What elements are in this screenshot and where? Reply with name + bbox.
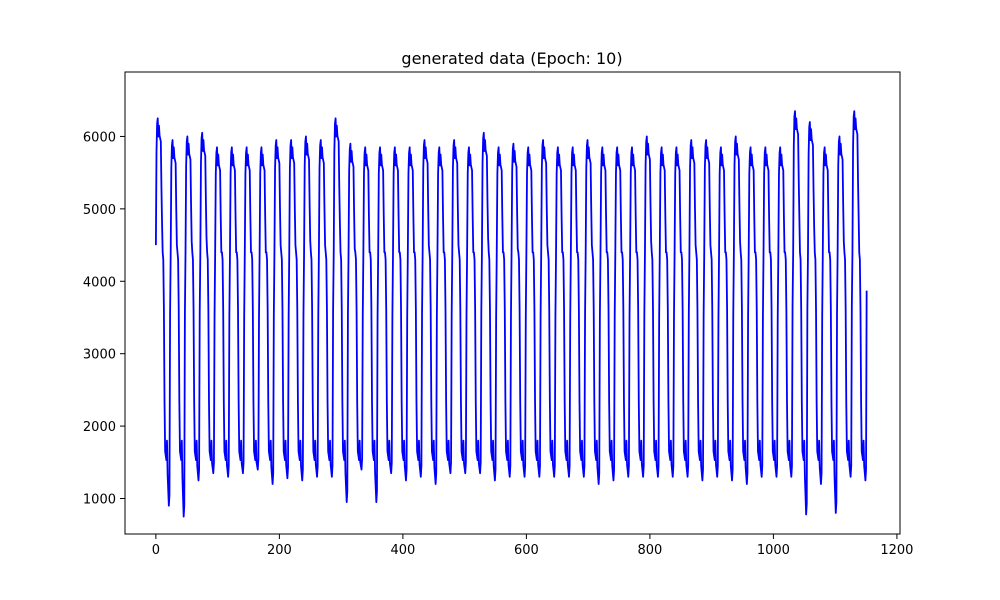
y-tick-label: 6000 [83, 130, 116, 145]
series-line [154, 110, 868, 518]
x-tick-label: 400 [390, 543, 415, 558]
x-tick-label: 800 [637, 543, 662, 558]
x-tick-label: 1200 [880, 543, 913, 558]
axes-frame [124, 71, 901, 535]
x-tick-label: 0 [152, 543, 160, 558]
plot-area: 0 200 400 600 800 1000 1200 1000 2000 3000 4000 500… [83, 71, 913, 558]
y-tick-label: 2000 [83, 420, 116, 435]
x-tick-label: 200 [267, 543, 292, 558]
y-tick-label: 1000 [83, 493, 116, 508]
x-tick-label: 600 [514, 543, 539, 558]
chart-title: generated data (Epoch: 10) [401, 49, 622, 68]
x-tick-label: 1000 [757, 543, 790, 558]
y-tick-label: 5000 [83, 203, 116, 218]
y-tick-label: 3000 [83, 348, 116, 363]
y-tick-label: 4000 [83, 275, 116, 290]
